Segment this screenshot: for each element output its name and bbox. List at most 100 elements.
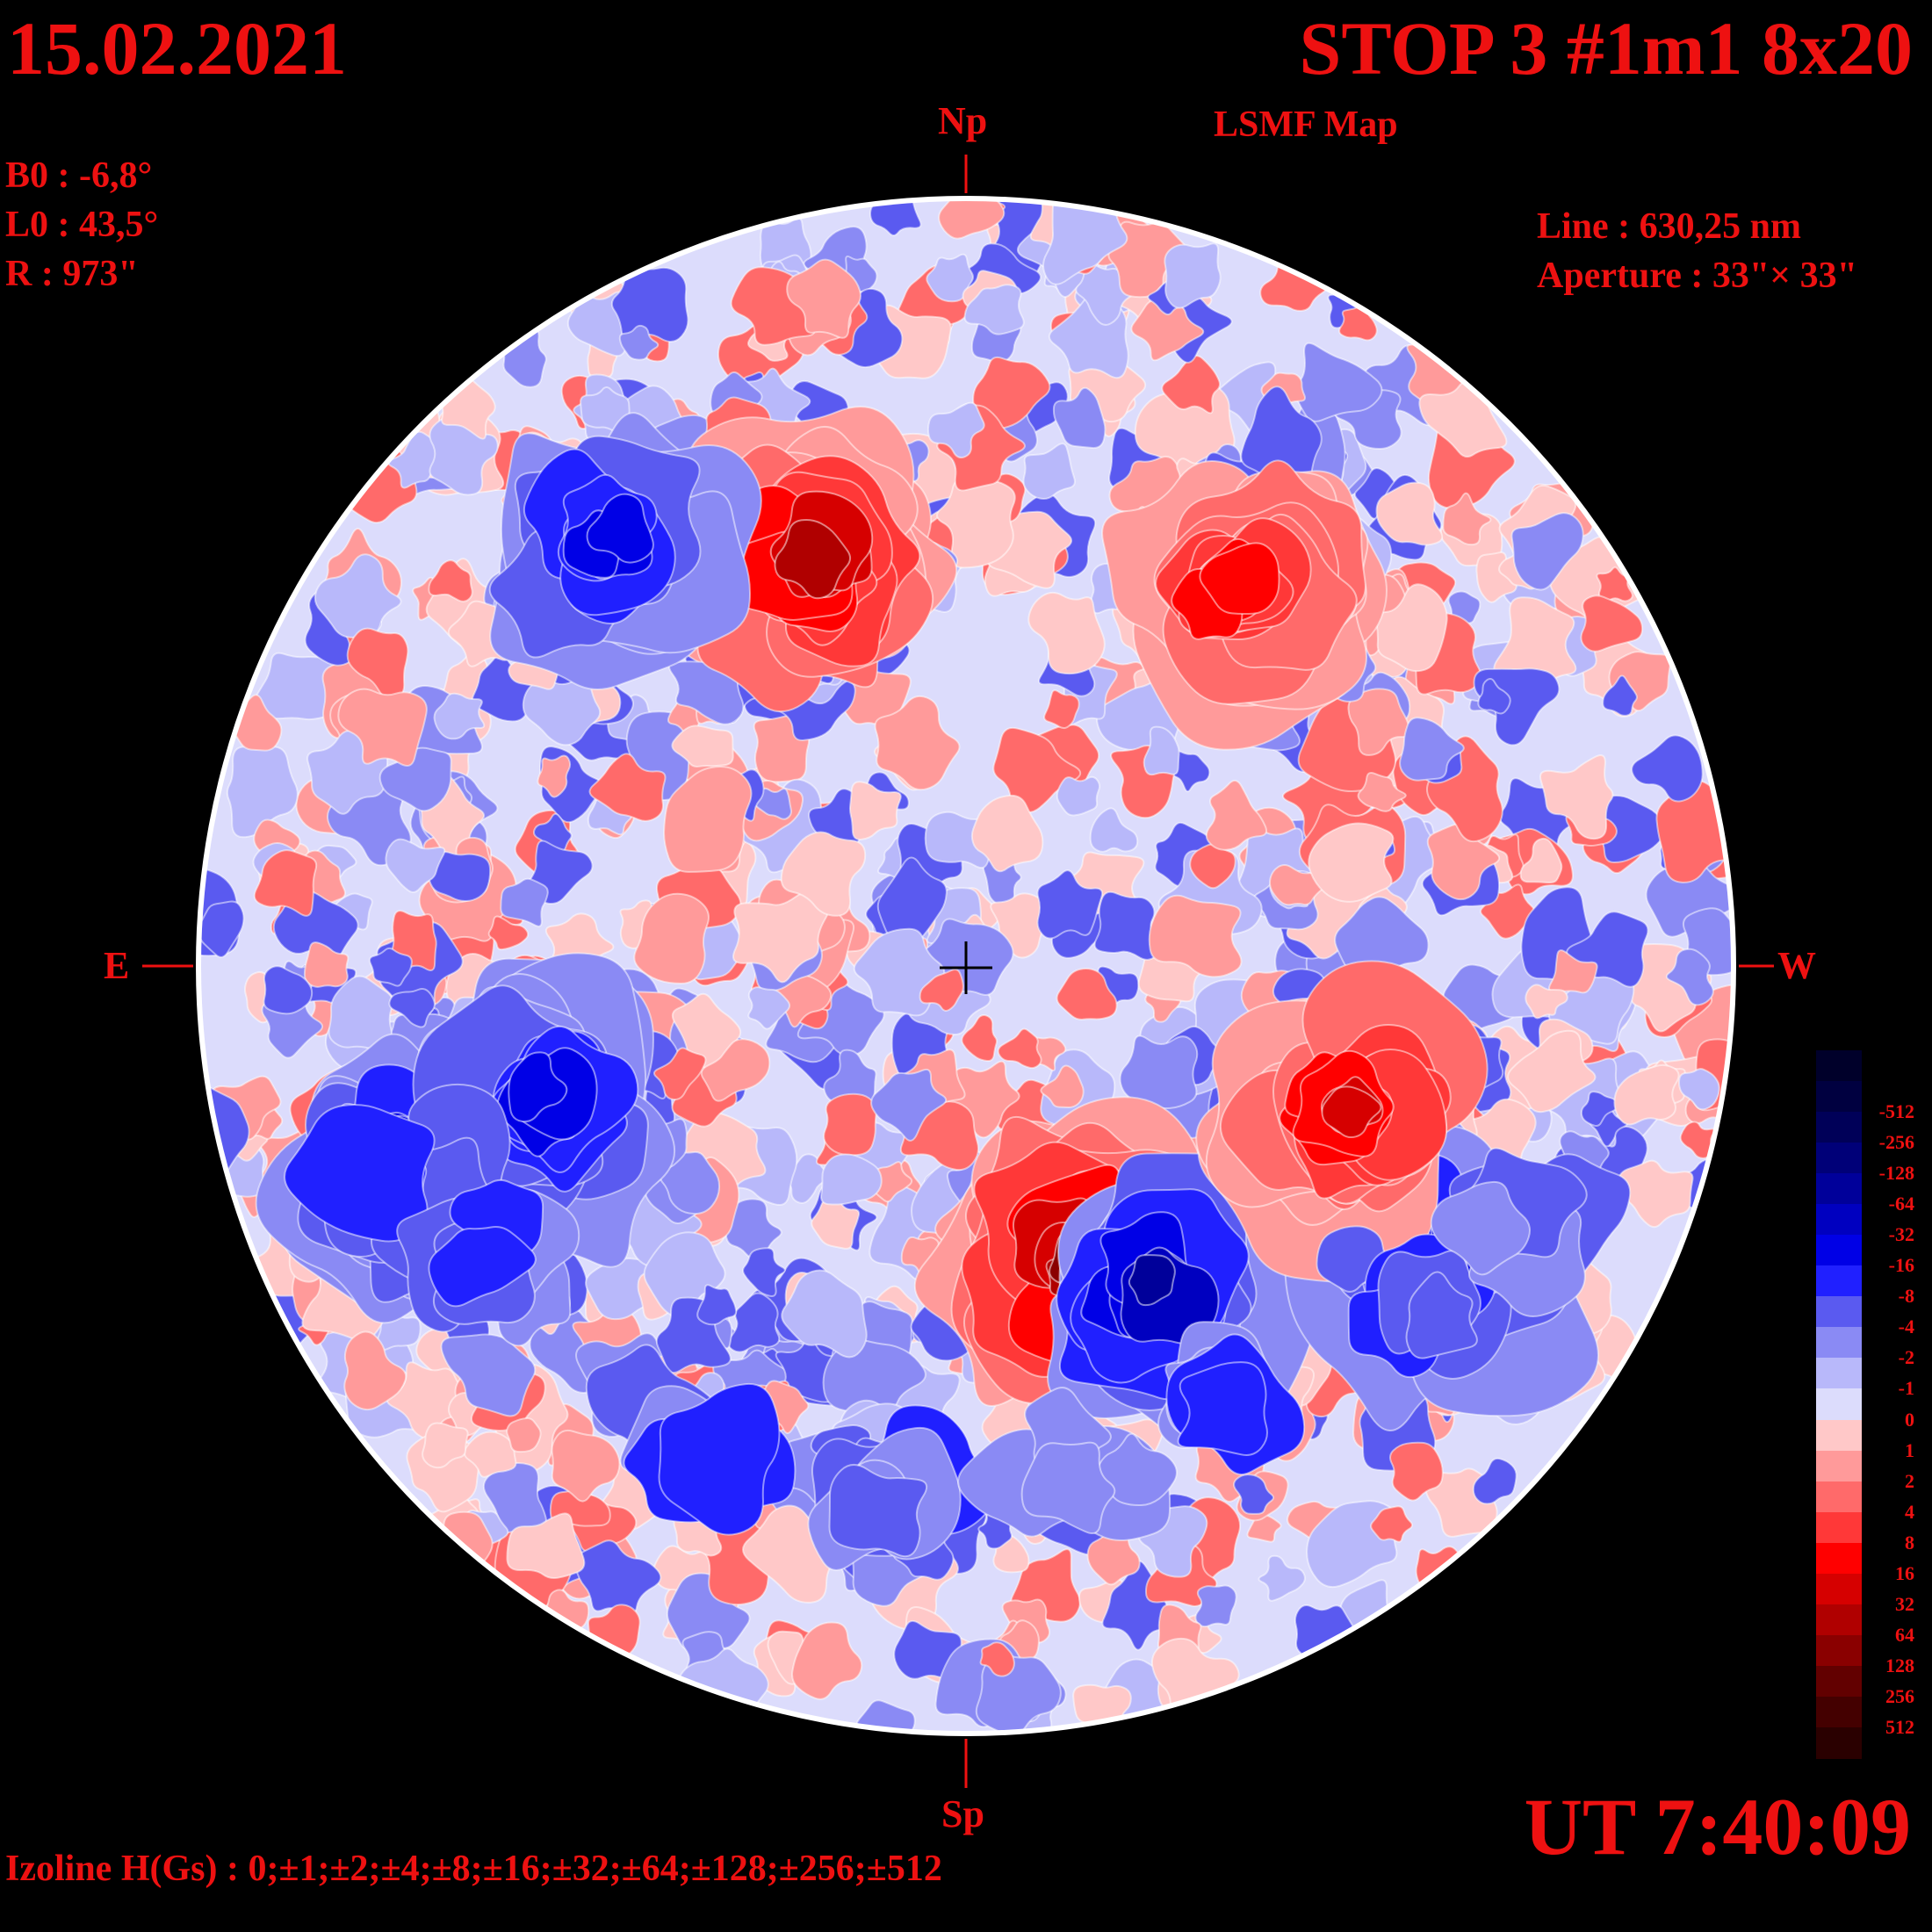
field-contour [1161, 355, 1221, 415]
colorbar-segment [1816, 1112, 1862, 1144]
colorbar-segment [1816, 1358, 1862, 1390]
field-contour [1370, 1505, 1413, 1543]
param-l0: L0 : 43,5° [5, 205, 159, 245]
field-contour [972, 356, 1051, 430]
field-contour [1507, 1029, 1597, 1114]
colorbar-segment [1816, 1081, 1862, 1114]
colorbar-label: 512 [1885, 1715, 1914, 1738]
field-contour [926, 401, 985, 459]
field-contour [828, 1463, 928, 1558]
field-contour [337, 688, 428, 768]
colorbar-segment [1816, 1573, 1862, 1605]
field-contour [1052, 386, 1107, 450]
field-contour [253, 849, 318, 917]
field-contour [1338, 303, 1378, 342]
field-contour [500, 877, 549, 927]
map-title: STOP 3 #1m1 8x20 [1299, 6, 1913, 90]
field-contour [870, 1068, 948, 1142]
colorbar-segment [1816, 1634, 1862, 1667]
field-contour [314, 553, 402, 638]
field-contour [1043, 689, 1080, 730]
field-contour [1677, 1068, 1720, 1111]
field-contour [1539, 754, 1614, 840]
field-contour [822, 1338, 926, 1421]
field-contour [1177, 1361, 1268, 1456]
colorbar-label: 16 [1895, 1561, 1914, 1584]
disk-limb [196, 196, 1736, 1736]
field-contour [848, 781, 902, 840]
field-contour [658, 1382, 781, 1536]
field-contour [378, 746, 452, 812]
field-contour [1143, 725, 1180, 776]
colorbar-label: 128 [1885, 1654, 1914, 1676]
field-contour [1056, 775, 1101, 817]
field-contour [1119, 1034, 1199, 1110]
field-contour [1548, 949, 1598, 994]
colorbar-segment [1816, 1050, 1862, 1083]
colorbar-segment [1816, 1727, 1862, 1759]
field-contour [653, 1047, 707, 1101]
field-contour [1308, 822, 1395, 903]
field-contour [1665, 948, 1714, 1006]
colorbar-label: 8 [1905, 1531, 1914, 1554]
field-contour [1042, 198, 1128, 285]
colorbar-segment [1816, 1296, 1862, 1329]
colorbar-segment [1816, 1173, 1862, 1206]
colorbar-segment [1816, 1604, 1862, 1636]
west-label: W [1777, 944, 1816, 987]
field-contour [574, 1539, 662, 1615]
field-contour [1022, 443, 1076, 501]
field-contour [387, 430, 442, 489]
field-contour [742, 1247, 786, 1297]
field-contour [508, 1051, 568, 1123]
colorbar-segment [1816, 1327, 1862, 1359]
colorbar-label: -8 [1898, 1285, 1914, 1308]
colorbar-segment [1816, 1511, 1862, 1544]
field-contour [1347, 688, 1411, 756]
field-contour [588, 753, 667, 822]
field-contour [1056, 967, 1118, 1020]
field-contour [385, 838, 446, 893]
aperture-size: Aperture : 33"× 33" [1537, 256, 1857, 296]
field-contour [440, 1333, 537, 1417]
field-contour [610, 265, 689, 342]
colorbar-label: 32 [1895, 1592, 1914, 1615]
observation-date: 15.02.2021 [7, 6, 347, 90]
field-contour [1199, 542, 1280, 616]
colorbar-segment [1816, 1696, 1862, 1728]
field-contour [1580, 595, 1644, 652]
magnetic-field-layer [198, 198, 1734, 1734]
field-contour [303, 941, 350, 988]
colorbar-segment [1816, 1204, 1862, 1236]
colorbar-segment [1816, 1235, 1862, 1267]
field-contour [433, 692, 486, 740]
field-contour [874, 695, 961, 791]
field-contour [1510, 512, 1584, 591]
field-contour [1631, 734, 1704, 803]
map-subtitle: LSMF Map [1214, 105, 1398, 145]
colorbar-segment [1816, 1665, 1862, 1698]
field-contour [1321, 1085, 1382, 1139]
field-contour [506, 1417, 542, 1453]
field-contour [938, 198, 1006, 240]
field-contour [343, 1330, 407, 1411]
ut-time: UT 7:40:09 [1524, 1782, 1911, 1871]
field-contour [671, 724, 734, 768]
field-contour [696, 1284, 738, 1326]
field-contour [1036, 869, 1104, 940]
colorbar-label: 256 [1885, 1684, 1914, 1707]
field-contour [660, 1150, 721, 1215]
field-contour [997, 1027, 1042, 1070]
colorbar-label: 64 [1895, 1623, 1914, 1646]
field-contour [487, 915, 530, 951]
field-contour [423, 850, 492, 903]
field-contour [463, 1431, 517, 1478]
colorbar-segment [1816, 1419, 1862, 1452]
isoline-legend: Izoline H(Gs) : 0;±1;±2;±4;±8;±16;±32;±6… [5, 1849, 942, 1889]
field-contour [1602, 674, 1638, 717]
param-radius: R : 973" [5, 254, 139, 294]
field-contour [532, 812, 573, 854]
colorbar-label: 1 [1905, 1438, 1914, 1461]
field-contour [1472, 1457, 1517, 1505]
field-contour [537, 754, 572, 798]
